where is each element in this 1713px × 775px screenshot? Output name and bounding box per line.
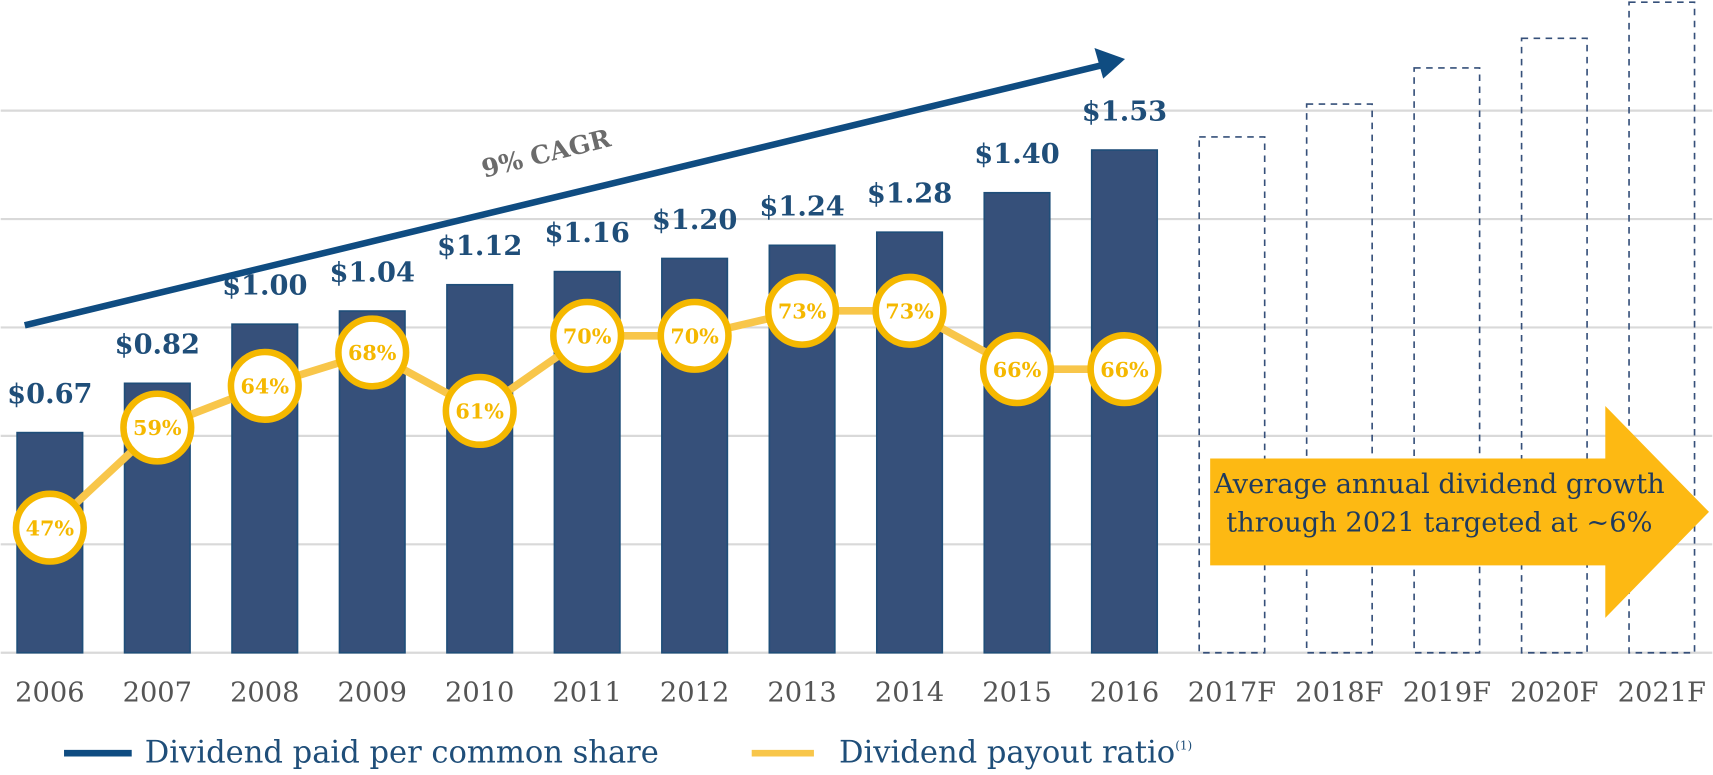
- value-label: $1.12: [437, 230, 522, 262]
- value-label: $0.82: [115, 329, 200, 361]
- payout-label: 70%: [563, 324, 612, 348]
- legend-label-text: Dividend payout ratio: [839, 735, 1175, 770]
- x-tick-label: 2020F: [1510, 678, 1598, 709]
- x-tick-label: 2010: [445, 678, 514, 709]
- value-label: $1.24: [759, 191, 844, 223]
- payout-marker: [872, 273, 947, 348]
- payout-marker: [12, 490, 87, 565]
- cagr-arrow: [23, 62, 1102, 329]
- bar: [446, 283, 514, 654]
- bar: [1090, 149, 1159, 654]
- payout-label: 73%: [778, 299, 827, 323]
- target-text: Average annual dividend growth: [1213, 469, 1665, 500]
- value-label: $1.40: [974, 138, 1059, 170]
- legend: Dividend paid per common share Dividend …: [64, 735, 1192, 770]
- payout-marker: [227, 348, 302, 423]
- value-label: $1.28: [867, 178, 952, 210]
- payout-label: 68%: [348, 341, 397, 365]
- cagr-arrowhead: [1094, 48, 1126, 79]
- x-tick-label: 2011: [552, 678, 621, 709]
- payout-marker: [550, 298, 625, 373]
- cagr-label: 9% CAGR: [478, 123, 613, 184]
- line-layer: 47% 59% 64% 68% 61% 70% 70% 73% 73% 66% 66%: [12, 273, 1162, 565]
- x-tick-label: 2009: [338, 678, 407, 709]
- x-tick-label: 2015: [982, 678, 1051, 709]
- x-tick-label: 2008: [230, 678, 299, 709]
- payout-label: 61%: [455, 400, 504, 424]
- payout-label: 64%: [241, 375, 290, 399]
- target-arrow: [1210, 406, 1709, 618]
- payout-label: 70%: [670, 324, 719, 348]
- forecast-bar: [1520, 37, 1588, 654]
- payout-marker: [979, 332, 1055, 407]
- payout-marker: [442, 373, 517, 448]
- value-label: $1.53: [1082, 95, 1167, 127]
- value-label: $1.04: [330, 256, 415, 288]
- payout-label: 59%: [133, 416, 182, 440]
- x-tick-label: 2017F: [1188, 678, 1276, 709]
- legend-footnote: (1): [1175, 738, 1192, 752]
- bars: $0.67$0.82$1.00 $1.04$1.12 $1.16 $1.20 $1.24…: [7, 1, 1696, 654]
- value-label: $1.16: [544, 217, 629, 249]
- forecast-bar: [1198, 136, 1266, 654]
- value-label: $0.67: [7, 378, 92, 410]
- legend-label: Dividend payout ratio(1): [839, 735, 1192, 770]
- payout-marker: [1087, 332, 1162, 407]
- x-tick-label: 2019F: [1403, 678, 1491, 709]
- x-tick-label: 2013: [767, 678, 836, 709]
- forecast-bar: [1305, 103, 1373, 654]
- payout-label: 66%: [993, 358, 1042, 382]
- x-tick-label: 2007: [123, 678, 192, 709]
- payout-marker: [764, 273, 840, 348]
- forecast-bar: [1628, 1, 1696, 654]
- legend-label: Dividend paid per common share: [145, 735, 659, 770]
- x-tick-label: 2006: [15, 678, 84, 709]
- payout-label: 47%: [26, 516, 75, 540]
- payout-marker: [657, 298, 732, 373]
- x-tick-label: 2014: [875, 678, 944, 709]
- payout-label: 73%: [885, 299, 934, 323]
- value-label: $1.20: [652, 204, 737, 236]
- target-text: through 2021 targeted at ~6%: [1226, 507, 1652, 538]
- x-tick-label: 2016: [1090, 678, 1159, 709]
- x-tick-label: 2012: [660, 678, 729, 709]
- x-tick-label: 2018F: [1295, 678, 1383, 709]
- bar: [983, 191, 1051, 654]
- payout-label: 66%: [1100, 358, 1149, 382]
- payout-marker: [335, 315, 410, 390]
- x-tick-label: 2021F: [1618, 678, 1706, 709]
- payout-marker: [120, 390, 195, 465]
